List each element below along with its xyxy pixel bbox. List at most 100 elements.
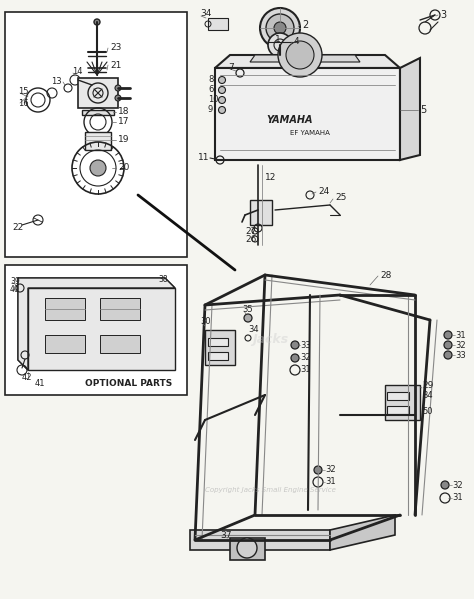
Bar [5, 12, 187, 257]
Text: 26: 26 [245, 235, 256, 244]
Text: 13: 13 [51, 77, 62, 86]
Text: 10: 10 [208, 95, 219, 104]
Text: 4: 4 [294, 38, 300, 47]
Text: 2: 2 [302, 20, 308, 30]
Text: 41: 41 [35, 379, 46, 388]
Text: 32: 32 [300, 353, 310, 362]
Text: Copyright Jacks Small Engine Service: Copyright Jacks Small Engine Service [205, 487, 336, 493]
Circle shape [219, 86, 226, 93]
Bar [387, 392, 409, 400]
Bar [45, 298, 85, 320]
Bar [208, 338, 228, 346]
Text: 32: 32 [455, 340, 465, 349]
Circle shape [291, 341, 299, 349]
Text: 19: 19 [118, 135, 129, 144]
Text: 34: 34 [200, 10, 211, 19]
Text: 24: 24 [318, 187, 329, 196]
Text: 40: 40 [10, 286, 20, 295]
Text: 50: 50 [422, 407, 432, 416]
Polygon shape [78, 78, 118, 108]
Circle shape [444, 331, 452, 339]
Text: 11: 11 [198, 153, 210, 162]
Circle shape [219, 107, 226, 113]
Text: 1: 1 [275, 35, 281, 44]
Text: 34: 34 [422, 391, 433, 400]
Circle shape [266, 14, 294, 42]
Bar [100, 335, 140, 353]
Bar [100, 298, 140, 320]
Polygon shape [18, 278, 175, 288]
Circle shape [278, 33, 322, 77]
Text: 37: 37 [220, 531, 231, 540]
Text: 31: 31 [452, 494, 463, 503]
Text: 14: 14 [72, 68, 82, 77]
Circle shape [268, 33, 292, 57]
Text: EF YAMAHA: EF YAMAHA [290, 130, 330, 136]
Text: 32: 32 [325, 465, 336, 474]
Polygon shape [385, 385, 420, 420]
Circle shape [115, 85, 121, 91]
Text: 31: 31 [455, 331, 465, 340]
Text: 28: 28 [380, 271, 392, 280]
Text: 9: 9 [208, 105, 213, 114]
Text: 12: 12 [265, 174, 276, 183]
Text: 31: 31 [300, 365, 310, 374]
Text: 33: 33 [455, 350, 466, 359]
Circle shape [444, 351, 452, 359]
Circle shape [219, 77, 226, 83]
Text: 30: 30 [200, 317, 210, 326]
Polygon shape [190, 530, 330, 550]
Polygon shape [18, 278, 28, 370]
Polygon shape [250, 55, 360, 62]
Text: 7: 7 [228, 63, 234, 72]
Text: YAMAHA: YAMAHA [267, 115, 313, 125]
Text: 32: 32 [452, 480, 463, 489]
Circle shape [94, 19, 100, 25]
Circle shape [260, 8, 300, 48]
Polygon shape [400, 58, 420, 160]
Text: 33: 33 [300, 340, 311, 349]
Text: 31: 31 [325, 477, 336, 486]
Bar [45, 335, 85, 353]
Polygon shape [18, 278, 175, 370]
Circle shape [237, 538, 257, 558]
Text: 23: 23 [110, 44, 121, 53]
Text: 15: 15 [18, 87, 28, 96]
Text: 39: 39 [10, 277, 20, 286]
Text: 16: 16 [18, 98, 28, 107]
Text: OPTIONAL PARTS: OPTIONAL PARTS [85, 379, 172, 388]
Polygon shape [250, 200, 272, 225]
Circle shape [244, 314, 252, 322]
Bar [208, 352, 228, 360]
Text: 42: 42 [22, 374, 33, 383]
Circle shape [274, 22, 286, 34]
Text: 5: 5 [420, 105, 426, 115]
Polygon shape [230, 538, 265, 560]
Polygon shape [82, 110, 114, 115]
Bar [5, 265, 187, 395]
Text: 21: 21 [110, 60, 121, 69]
Text: 35: 35 [242, 305, 253, 314]
Polygon shape [205, 330, 235, 365]
Text: 18: 18 [118, 107, 129, 116]
Circle shape [115, 95, 121, 101]
Circle shape [291, 354, 299, 362]
Circle shape [314, 466, 322, 474]
Circle shape [90, 160, 106, 176]
Text: 34: 34 [248, 325, 259, 334]
Text: 29: 29 [422, 380, 433, 389]
Polygon shape [215, 55, 400, 68]
Circle shape [219, 96, 226, 104]
Text: 38: 38 [158, 276, 168, 285]
Text: Jacks: Jacks [252, 334, 288, 346]
Text: 8: 8 [208, 75, 213, 84]
Text: 22: 22 [12, 223, 23, 232]
Bar [85, 132, 111, 150]
Text: 25: 25 [335, 193, 346, 202]
Bar [208, 18, 228, 30]
Polygon shape [28, 288, 175, 370]
Text: 6: 6 [208, 86, 213, 95]
Circle shape [286, 41, 314, 69]
Polygon shape [215, 68, 400, 160]
Text: 27: 27 [245, 228, 256, 237]
